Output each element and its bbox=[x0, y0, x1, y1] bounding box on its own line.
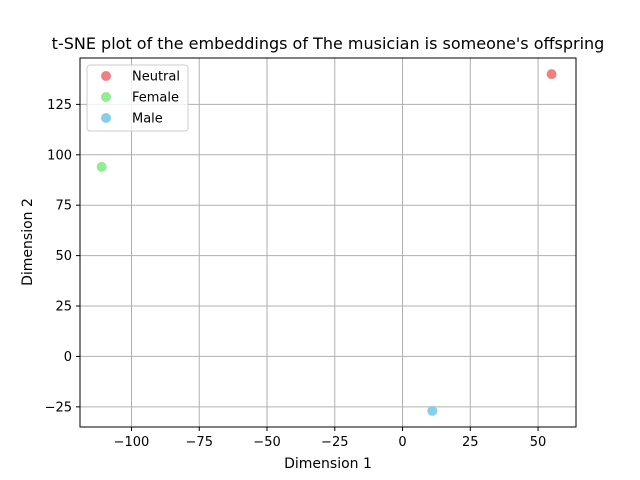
x-tick-label: 0 bbox=[398, 435, 406, 450]
legend-box bbox=[86, 64, 189, 132]
x-axis-ticks: −100 −75 −50 −25 0 25 50 bbox=[114, 427, 547, 450]
y-tick-label: 50 bbox=[55, 249, 72, 264]
legend-marker-male bbox=[101, 113, 111, 123]
data-points bbox=[96, 69, 557, 416]
y-axis-ticks: −25 0 25 50 75 100 125 bbox=[45, 98, 80, 415]
x-tick-label: −100 bbox=[114, 435, 150, 450]
chart-title: t-SNE plot of the embeddings of The musi… bbox=[52, 34, 605, 53]
y-tick-label: 100 bbox=[47, 148, 72, 163]
plot-frame bbox=[79, 57, 577, 428]
data-point-female bbox=[96, 161, 107, 172]
x-tick-label: 50 bbox=[530, 435, 547, 450]
legend-marker-neutral bbox=[101, 71, 111, 81]
data-point-male bbox=[427, 405, 438, 416]
y-tick-label: 125 bbox=[47, 98, 72, 113]
y-tick-label: 0 bbox=[64, 350, 72, 365]
legend: Neutral Female Male bbox=[86, 64, 189, 132]
x-axis-label: Dimension 1 bbox=[284, 456, 372, 472]
grid-lines bbox=[80, 58, 576, 427]
legend-label-female: Female bbox=[132, 91, 179, 106]
x-tick-label: −50 bbox=[253, 435, 280, 450]
legend-label-male: Male bbox=[132, 112, 163, 127]
legend-label-neutral: Neutral bbox=[132, 70, 180, 85]
x-tick-label: −75 bbox=[186, 435, 213, 450]
x-tick-label: −25 bbox=[321, 435, 348, 450]
y-tick-label: 75 bbox=[55, 199, 72, 214]
legend-marker-female bbox=[101, 92, 111, 102]
y-tick-label: 25 bbox=[55, 300, 72, 315]
x-tick-label: 25 bbox=[462, 435, 479, 450]
y-axis-label: Dimension 2 bbox=[20, 198, 36, 286]
y-tick-label: −25 bbox=[45, 400, 72, 415]
data-point-neutral bbox=[546, 69, 557, 80]
